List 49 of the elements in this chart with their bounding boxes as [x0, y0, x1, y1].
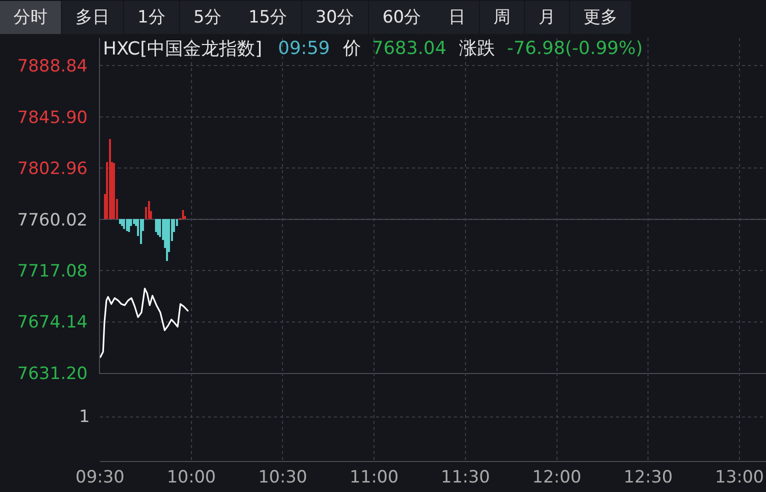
- x-tick-label: 12:00: [532, 467, 582, 488]
- text: 分时: [14, 8, 48, 28]
- chart-title: HXC[中国金龙指数]: [103, 38, 262, 60]
- annotation: 09:59: [278, 38, 330, 59]
- x-tick-label: 11:30: [440, 467, 490, 488]
- text: 月: [538, 8, 556, 28]
- x-tick-label: 13:00: [715, 467, 764, 488]
- y-tick-label: 7888.84: [17, 56, 88, 77]
- bar: [126, 219, 128, 231]
- annotation: -76.98(-0.99%): [507, 38, 643, 59]
- y-tick-label: 7845.90: [17, 108, 88, 128]
- y-tick-label: 7760.02: [17, 210, 88, 230]
- bar: [148, 201, 150, 219]
- text: 5分: [193, 8, 222, 28]
- line-series: [100, 288, 190, 359]
- bar: [128, 219, 130, 232]
- text: 更多: [584, 8, 618, 28]
- y-tick-label: 7674.14: [17, 312, 88, 333]
- bar: [113, 163, 115, 219]
- bar: [157, 219, 159, 235]
- bar: [140, 219, 142, 244]
- x-tick-label: 12:30: [624, 467, 673, 488]
- y-tick-label: 7802.96: [17, 159, 88, 180]
- x-tick-label: 11:00: [350, 467, 399, 488]
- y-tick-label: 7717.08: [17, 261, 88, 282]
- bar: [121, 219, 123, 226]
- text: 60分: [382, 8, 422, 28]
- text: 15分: [248, 8, 288, 28]
- x-tick-label: 10:00: [166, 467, 216, 488]
- bar: [109, 139, 111, 219]
- bar: [166, 219, 168, 261]
- x-tick-label: 09:30: [76, 467, 124, 488]
- annotation: 涨跌: [459, 38, 495, 59]
- bar: [182, 210, 184, 219]
- bar: [123, 219, 125, 229]
- y-tick-label: 7631.20: [17, 364, 88, 384]
- annotation: 价: [342, 38, 361, 59]
- text: 周: [494, 8, 510, 28]
- text: 30分: [315, 8, 354, 28]
- text: 1分: [137, 8, 166, 28]
- text: 日: [448, 8, 466, 28]
- text: 1: [79, 407, 90, 427]
- bar: [133, 219, 135, 224]
- annotation: 7683.04: [372, 38, 446, 59]
- text: 多日: [76, 8, 110, 28]
- bar: [155, 219, 157, 232]
- bar: [159, 219, 161, 237]
- x-tick-label: 10:30: [258, 467, 308, 488]
- bar: [119, 219, 121, 224]
